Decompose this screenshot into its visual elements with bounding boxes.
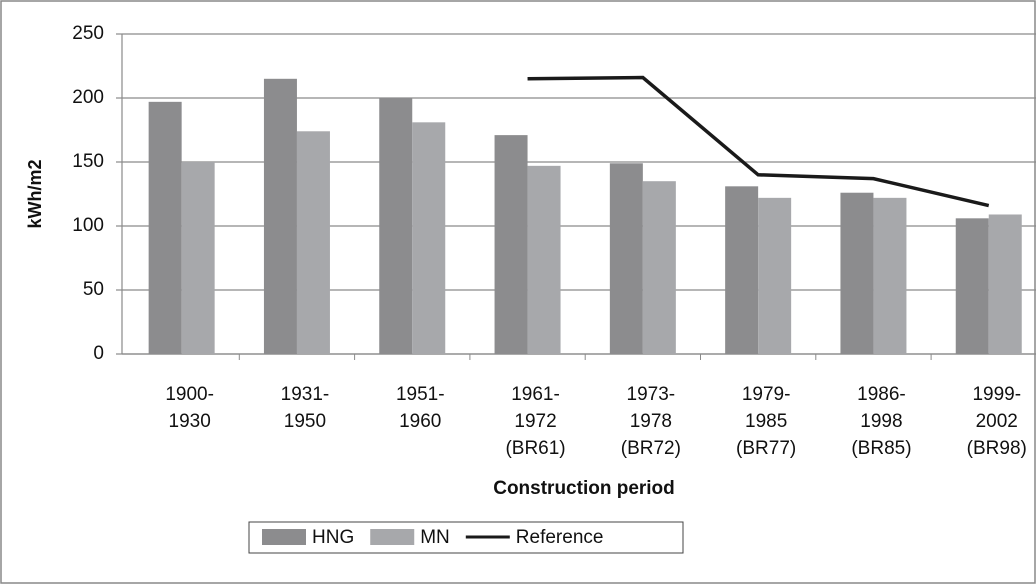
x-tick-label: 1900-1930 (165, 384, 214, 432)
y-tick-label: 0 (93, 343, 104, 364)
x-tick-label: 1951-1960 (396, 384, 445, 432)
bar (148, 101, 182, 354)
bar (181, 162, 215, 354)
bar (412, 122, 446, 354)
x-tick-label: 1973-1978 (BR72) (621, 384, 681, 459)
y-tick-label: 100 (72, 215, 104, 236)
bar (527, 165, 561, 354)
bar (379, 98, 413, 354)
legend-label: MN (420, 527, 450, 548)
y-tick-label: 250 (72, 23, 104, 44)
x-axis-title: Construction period (493, 478, 675, 499)
bar (725, 186, 759, 354)
bar (642, 181, 676, 354)
x-tick-label: 1979-1985 (BR77) (736, 384, 796, 459)
bar (988, 214, 1022, 354)
y-tick-label: 150 (72, 151, 104, 172)
y-axis-title: kWh/m2 (25, 159, 45, 228)
line-series (527, 75, 990, 208)
legend-swatch (262, 529, 306, 545)
bar (873, 197, 907, 354)
bar (296, 131, 330, 354)
legend-label: HNG (312, 527, 354, 548)
bar (758, 197, 792, 354)
bar (955, 218, 989, 354)
bar (494, 135, 528, 354)
x-tick-label: 1931-1950 (281, 384, 330, 432)
y-tick-label: 200 (72, 87, 104, 108)
legend-swatch (370, 529, 415, 545)
bar (840, 192, 874, 354)
x-tick-label: 1986-1998 (BR85) (851, 384, 911, 459)
bar (609, 163, 643, 354)
bar (263, 78, 297, 355)
x-tick-label: 1961-1972 (BR61) (505, 384, 565, 459)
x-tick-label: 1999-2002 (BR98) (967, 384, 1027, 459)
legend-label: Reference (516, 527, 604, 548)
y-tick-label: 50 (83, 279, 104, 300)
